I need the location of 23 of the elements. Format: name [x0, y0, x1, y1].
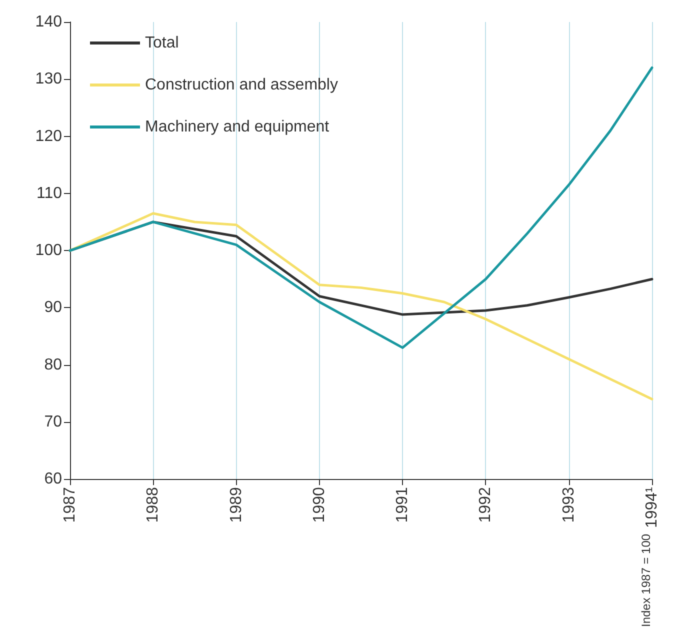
- line-series: [68, 66, 654, 349]
- y-axis-title: Index 1987 = 100: [639, 534, 653, 628]
- x-tick-label: 1990: [310, 486, 328, 523]
- legend-label: Total: [145, 34, 179, 52]
- x-tick-label: 1988: [144, 486, 162, 523]
- y-tick-label: 110: [36, 184, 62, 202]
- x-tick-label: 1989: [228, 486, 245, 523]
- line-series: [68, 212, 654, 400]
- x-tick-label: 1991: [394, 486, 412, 523]
- legend-label: Construction and assembly: [145, 76, 338, 94]
- y-tick-label: 140: [35, 14, 62, 30]
- y-tick-label: 60: [44, 470, 62, 488]
- x-tick-label: 1994¹: [644, 487, 660, 528]
- y-tick-label: 90: [44, 299, 62, 316]
- y-tick-label: 80: [44, 356, 62, 374]
- x-tick-label: 1992: [477, 486, 494, 523]
- y-tick-label: 100: [35, 242, 62, 260]
- y-tick-label: 120: [35, 128, 62, 145]
- y-tick-label: 70: [44, 413, 62, 430]
- y-tick-label: 130: [35, 70, 62, 88]
- x-tick-label: 1987: [62, 486, 78, 523]
- x-tick-label: 1993: [560, 486, 578, 523]
- legend-label: Machinery and equipment: [145, 118, 330, 136]
